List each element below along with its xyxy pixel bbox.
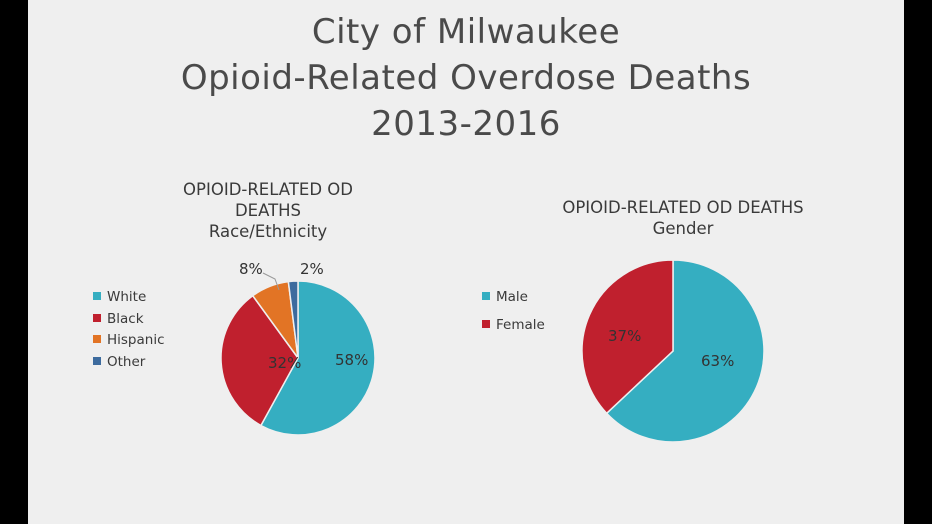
gender-label-female: 37% [608, 327, 641, 345]
gender-chart-title-line-2: Gender [652, 219, 714, 238]
race-label-black: 32% [268, 354, 301, 372]
race-legend-swatch-other [93, 356, 101, 365]
race-legend-item-other: Other [93, 352, 145, 372]
gender-legend-swatch-male [482, 292, 490, 300]
race-chart-title-line-3: Race/Ethnicity [208, 222, 328, 241]
race-label-white: 58% [335, 351, 368, 369]
race-slice-white [259, 280, 376, 436]
race-label-hispanic: 8% [239, 260, 263, 278]
race-slice-black [220, 294, 299, 427]
race-legend-swatch-hispanic [93, 335, 101, 343]
gender-legend-swatch-female [482, 320, 490, 328]
pie-charts-svg: 58% 32% 8% 2% 63% 37% [220, 259, 765, 443]
gender-legend-item-female: Female [482, 315, 545, 335]
gender-chart-title: OPIOID-RELATED OD DEATHS Gender [528, 197, 838, 239]
gender-chart-title-line-1: OPIOID-RELATED OD DEATHS [562, 198, 804, 217]
race-legend-item-black: Black [93, 309, 144, 329]
gender-legend-label-male: Male [496, 289, 528, 305]
gender-slice-male [605, 259, 765, 443]
race-legend-label-hispanic: Hispanic [107, 332, 165, 348]
race-legend-label-white: White [107, 289, 147, 305]
slide-title-line-1: City of Milwaukee [311, 12, 621, 52]
race-slice-other [287, 280, 299, 359]
race-legend-swatch-black [93, 313, 101, 322]
race-label-other: 2% [300, 260, 324, 278]
race-chart-title-line-2: DEATHS [234, 201, 302, 220]
race-legend-label-black: Black [107, 310, 144, 327]
race-leader-hispanic [262, 272, 280, 291]
race-legend-label-other: Other [107, 353, 146, 370]
gender-legend-label-female: Female [496, 317, 545, 333]
race-legend-item-hispanic: Hispanic [93, 330, 165, 350]
race-legend-swatch-white [93, 292, 101, 300]
gender-label-male: 63% [701, 352, 734, 370]
race-chart-title: OPIOID-RELATED OD DEATHS Race/Ethnicity [148, 179, 388, 242]
gender-legend-item-male: Male [482, 287, 528, 307]
slide-title-line-3: 2013-2016 [371, 104, 561, 144]
race-chart-title-line-1: OPIOID-RELATED OD [183, 180, 353, 199]
gender-slice-female [581, 259, 674, 415]
slide-title-line-2: Opioid-Related Overdose Deaths [180, 58, 752, 98]
race-legend-item-white: White [93, 287, 146, 307]
slide: City of Milwaukee Opioid-Related Overdos… [28, 0, 904, 524]
